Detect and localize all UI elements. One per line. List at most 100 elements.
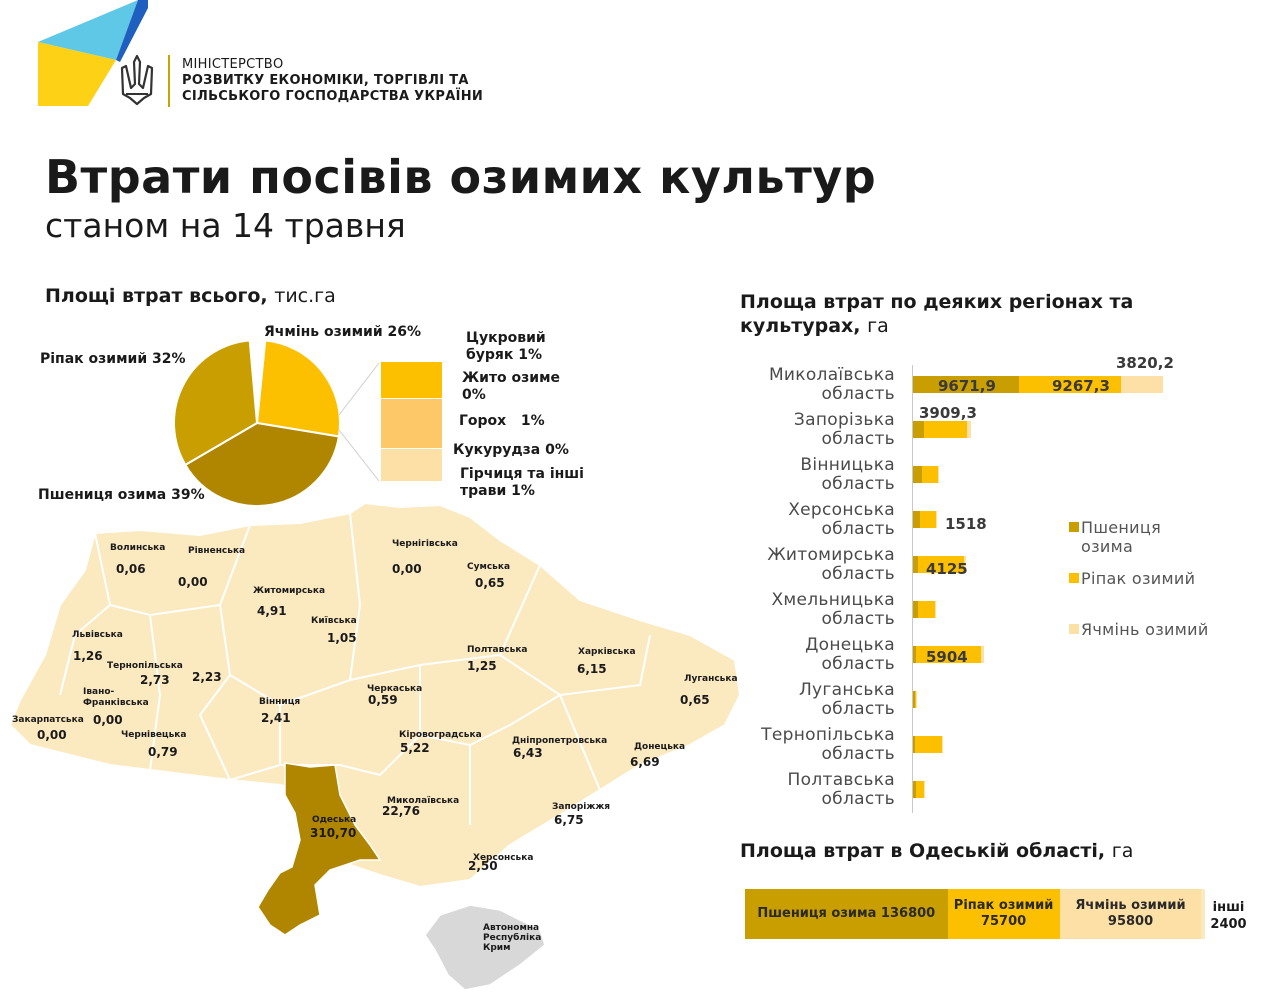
map-region-name: Дніпропетровська — [512, 736, 608, 746]
map-region-name: Львівська — [72, 630, 123, 640]
map-region-value: 2,41 — [261, 711, 291, 725]
bar-segment-barley — [934, 601, 937, 618]
map-region-value: 6,69 — [630, 755, 660, 769]
map-region-value: 0,06 — [116, 562, 146, 576]
bar-segment-barley — [923, 781, 926, 798]
map-region-value: 310,70 — [310, 826, 357, 840]
bar-segment-wheat — [913, 646, 917, 663]
odesa-section-unit: га — [1111, 840, 1134, 862]
bar-segment-wheat — [913, 736, 916, 753]
region-label: Херсонська область — [788, 500, 895, 539]
bar-segment-wheat — [913, 781, 917, 798]
bar-segment-barley — [915, 691, 917, 708]
bar-segment-rapeseed — [915, 736, 942, 753]
pie-label-peas: Горох 1% — [459, 413, 545, 429]
map-region-value: 22,76 — [382, 804, 420, 818]
map-region-value: 6,15 — [577, 662, 607, 676]
map-region-name: Чернівецька — [121, 730, 187, 740]
region-label: Полтавська область — [787, 770, 895, 809]
odesa-segment-label: Ячмінь озимий 95800 — [1075, 898, 1186, 929]
bar-section-heading: Площа втрат по деяких регіонах та культу… — [740, 291, 1134, 337]
bar-segment-barley — [981, 646, 984, 663]
region-label: Луганська область — [798, 680, 895, 719]
ukraine-map — [8, 501, 742, 991]
bar-segment-wheat — [913, 511, 920, 528]
bar-chart-axis — [912, 365, 913, 813]
odesa-segment-other — [1201, 889, 1205, 939]
map-region-value: 0,00 — [392, 562, 422, 576]
bar-segment-rapeseed — [918, 556, 964, 573]
map-region-value: 0,00 — [178, 575, 208, 589]
map-region-name: Житомирська — [253, 586, 326, 596]
map-region-name: Тернопільська — [107, 661, 183, 671]
bar-segment-rapeseed — [1019, 376, 1122, 393]
pie-label-corn: Кукурудза 0% — [453, 442, 569, 458]
map-region-value: 4,91 — [257, 604, 287, 618]
region-label: Вінницька область — [800, 455, 895, 494]
pie-slice-wheat — [183, 421, 341, 507]
region-label: Хмельницька область — [771, 590, 895, 629]
odesa-section-heading: Площа втрат в Одеській області, га — [740, 840, 1134, 862]
map-region-name: Автономна Республіка Крим — [483, 923, 542, 953]
map-ukraine-outline — [8, 501, 742, 889]
map-region-name: Херсонська — [473, 853, 534, 863]
map-region-name: Полтавська — [467, 645, 528, 655]
map-region-value: 0,00 — [37, 728, 67, 742]
odesa-segment-barley: Ячмінь озимий 95800 — [1059, 889, 1202, 939]
trident-emblem-icon — [120, 54, 154, 106]
map-region-name: Волинська — [110, 543, 166, 553]
bar-segment-barley — [936, 511, 937, 528]
odesa-other-label: інші 2400 — [1210, 900, 1247, 932]
map-region-name: Черкаська — [367, 684, 423, 694]
map-region-value: 0,65 — [680, 693, 710, 707]
map-region-value: 1,25 — [467, 659, 497, 673]
map-region-value: 5,22 — [400, 741, 430, 755]
map-region-value: 1,26 — [73, 649, 103, 663]
bar-segment-rapeseed — [919, 511, 937, 528]
pie-label-sugar-beet: Цукровий буряк 1% — [466, 330, 546, 363]
bar-segment-wheat — [913, 691, 915, 708]
odesa-segment-rapeseed: Ріпак озимий 75700 — [947, 889, 1060, 939]
pie-callout-lines — [338, 362, 380, 482]
legend-label-rapeseed: Ріпак озимий — [1081, 569, 1196, 588]
bar-segment-rapeseed — [916, 646, 982, 663]
map-region-value: 0,59 — [368, 693, 398, 707]
bar-section-unit: га — [867, 315, 889, 337]
map-crimea — [424, 904, 546, 991]
bar-segment-barley — [941, 736, 943, 753]
pie-section-unit: тис.га — [274, 285, 336, 307]
bar-value-label: 4125 — [926, 560, 968, 578]
pie-label-barley: Ячмінь озимий 26% — [264, 324, 422, 340]
ministry-logo-mark — [38, 0, 148, 106]
logo-divider — [168, 55, 170, 107]
bar-segment-wheat — [913, 376, 1020, 393]
legend-swatch-wheat — [1069, 522, 1079, 532]
map-region-borders — [59, 512, 651, 825]
pie-label-mustard: Гірчиця та інші трави 1% — [460, 466, 584, 499]
bar-segment-wheat — [913, 601, 919, 618]
pie-other-segment-peas — [381, 399, 442, 448]
pie-chart — [173, 339, 341, 507]
ministry-name-line-3: СІЛЬСЬКОГО ГОСПОДАРСТВА УКРАЇНИ — [182, 89, 484, 104]
map-region-value: 0,00 — [93, 713, 123, 727]
bar-segment-rapeseed — [918, 601, 935, 618]
map-region-name: Київська — [311, 616, 357, 626]
bar-segment-wheat — [913, 556, 919, 573]
region-label: Донецька область — [805, 635, 895, 674]
bar-segment-rapeseed — [914, 691, 916, 708]
ministry-name-line-1: МІНІСТЕРСТВО — [182, 57, 284, 72]
legend-label-barley: Ячмінь озимий — [1081, 620, 1209, 639]
page-subtitle: станом на 14 травня — [45, 206, 406, 245]
map-region-name: Вінниця — [259, 697, 301, 707]
bar-value-label: 3820,2 — [1116, 354, 1174, 372]
map-region-value: 0,65 — [475, 576, 505, 590]
odesa-segment-wheat: Пшениця озима 136800 — [745, 889, 948, 939]
map-region-value: 2,50 — [468, 859, 498, 873]
legend-swatch-barley — [1069, 624, 1079, 634]
bar-value-label: 1518 — [945, 515, 987, 533]
map-region-name: Рівненська — [188, 546, 246, 556]
map-region-name: Луганська — [684, 674, 738, 684]
map-region-value: 2,23 — [192, 670, 222, 684]
legend-swatch-rapeseed — [1069, 573, 1079, 583]
map-region-name: Сумська — [467, 562, 511, 572]
